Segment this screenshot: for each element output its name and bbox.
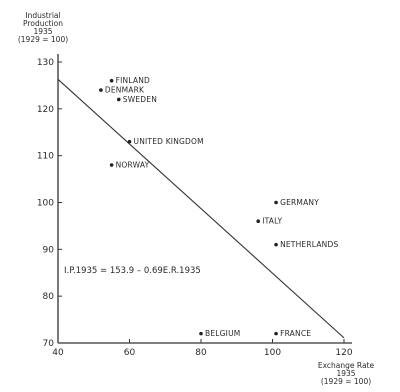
data-point	[127, 139, 132, 144]
data-point	[274, 331, 278, 336]
x-tick-label: 60	[124, 348, 136, 358]
x-tick-label: 120	[335, 348, 352, 358]
x-tick-label: 40	[52, 348, 64, 358]
data-point-label: FRANCE	[280, 329, 311, 338]
data-point-label: SWEDEN	[123, 95, 157, 104]
data-point-label: ITALY	[262, 217, 282, 226]
data-point-label: UNITED KINGDOM	[134, 137, 204, 146]
data-point	[274, 242, 278, 247]
y-ticks: 70 80 90 100 110 120 130	[37, 58, 62, 349]
regression-line	[57, 78, 345, 339]
regression-equation: I.P.1935 = 153.9 – 0.69E.R.1935	[64, 266, 201, 276]
data-point	[274, 200, 278, 205]
y-tick-label: 80	[43, 292, 55, 302]
x-axis-label-line: Exchange Rate	[318, 361, 375, 370]
data-point	[109, 78, 114, 83]
data-point	[116, 97, 121, 102]
y-tick-label: 120	[37, 105, 54, 115]
y-tick-label: 90	[43, 245, 55, 255]
data-point-label: NETHERLANDS	[280, 240, 338, 249]
y-axis-label-line: 1935	[33, 27, 52, 36]
y-axis-label-line: Industrial	[25, 11, 60, 20]
y-axis-label-line: (1929 = 100)	[18, 35, 68, 44]
y-tick-label: 110	[37, 152, 54, 162]
data-point-label: NORWAY	[116, 161, 150, 170]
x-ticks: 40 60 80 100 120	[52, 339, 353, 358]
data-point	[109, 163, 114, 167]
data-point-label: BELGIUM	[205, 329, 240, 338]
y-tick-label: 130	[37, 58, 54, 68]
data-point-label: GERMANY	[280, 198, 319, 207]
y-axis-label-line: Production	[23, 19, 63, 28]
data-point-label: DENMARK	[105, 86, 145, 95]
data-point	[256, 219, 261, 224]
y-tick-label: 70	[43, 339, 55, 349]
x-axis-label-line: 1935	[336, 369, 355, 378]
data-point-label: FINLAND	[116, 76, 150, 85]
data-point	[99, 88, 103, 92]
data-point	[199, 331, 203, 336]
x-axis-label-line: (1929 = 100)	[321, 377, 371, 386]
x-tick-label: 100	[264, 348, 281, 358]
y-tick-label: 100	[37, 199, 54, 209]
x-tick-label: 80	[195, 348, 207, 358]
